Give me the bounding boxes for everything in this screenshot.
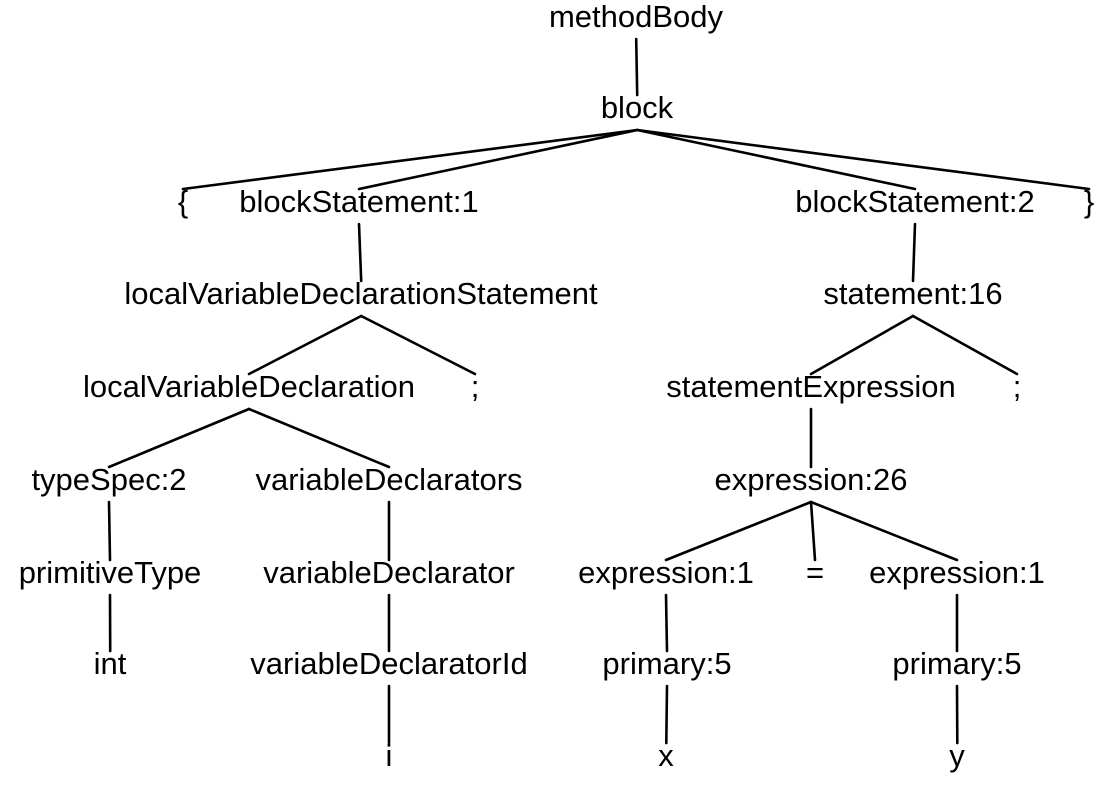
edge-expression26-equals: [809, 500, 817, 562]
edge-typeSpec2-primitiveType: [107, 500, 112, 562]
edge-localVarDecl-typeSpec2: [107, 407, 251, 469]
edge-block-blockStatement2: [635, 128, 917, 191]
edge-statement16-statementExpression: [809, 314, 915, 376]
node-expression-26: expression:26: [714, 462, 907, 497]
node-int: int: [94, 646, 127, 681]
edge-expression26-expression1a: [664, 500, 813, 562]
edge-localVarDeclStmt-localVarDecl: [247, 314, 363, 376]
node-primary-5-right: primary:5: [892, 646, 1021, 681]
node-brace-open: {: [178, 184, 188, 219]
edge-localVarDeclStmt-semicolon1: [359, 314, 477, 376]
node-semicolon-2: ;: [1013, 369, 1022, 404]
node-expression-1-right: expression:1: [869, 555, 1045, 590]
edge-blockStatement1-localVarDeclStmt: [357, 222, 363, 283]
node-equals: =: [806, 555, 824, 590]
node-variable-declarator: variableDeclarator: [263, 555, 515, 590]
node-y: y: [949, 738, 965, 773]
edge-expression26-expression1b: [809, 500, 959, 562]
edge-block-blockStatement1: [357, 128, 639, 191]
edge-methodBody-block: [634, 37, 639, 97]
node-method-body: methodBody: [549, 0, 724, 34]
edge-statement16-semicolon2: [911, 314, 1019, 376]
node-primitive-type: primitiveType: [19, 555, 202, 590]
node-block-statement-1: blockStatement:1: [239, 184, 479, 219]
tree-edges: [107, 37, 1091, 745]
node-block: block: [601, 90, 674, 125]
node-variable-declarators: variableDeclarators: [255, 462, 522, 497]
node-brace-close: }: [1084, 184, 1094, 219]
edge-block-brace_close: [635, 128, 1091, 191]
edge-blockStatement2-statement16: [911, 222, 917, 283]
edge-expression1a-primary5a: [664, 593, 669, 653]
edge-localVarDecl-variableDeclarators: [247, 407, 391, 469]
node-local-variable-declaration-statement: localVariableDeclarationStatement: [124, 276, 598, 311]
node-semicolon-1: ;: [471, 369, 480, 404]
node-variable-declarator-id: variableDeclaratorId: [250, 646, 527, 681]
tree-nodes: methodBody block { blockStatement:1 bloc…: [19, 0, 1094, 773]
node-type-spec-2: typeSpec:2: [31, 462, 186, 497]
node-block-statement-2: blockStatement:2: [795, 184, 1035, 219]
node-primary-5-left: primary:5: [602, 646, 731, 681]
edge-primary5a-x: [664, 684, 669, 745]
node-local-variable-declaration: localVariableDeclaration: [83, 369, 415, 404]
node-expression-1-left: expression:1: [578, 555, 754, 590]
node-x: x: [658, 738, 674, 773]
edge-block-brace_open: [181, 128, 639, 191]
node-i: i: [386, 738, 393, 773]
node-statement-expression: statementExpression: [666, 369, 955, 404]
node-statement-16: statement:16: [823, 276, 1002, 311]
